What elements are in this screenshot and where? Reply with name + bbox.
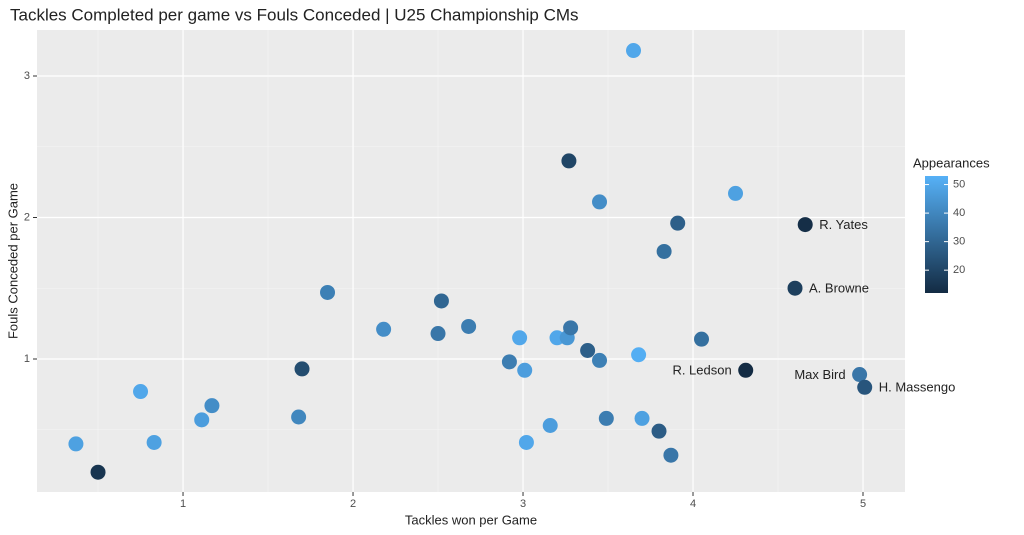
point: [68, 436, 84, 452]
point: [694, 331, 710, 347]
point: [598, 410, 614, 426]
point: [430, 326, 446, 342]
point-label: Max Bird: [794, 367, 845, 382]
point: [501, 354, 517, 370]
point: [852, 367, 868, 383]
point: [320, 284, 336, 300]
point: [857, 379, 873, 395]
x-tick-label: 5: [860, 498, 866, 510]
point: [90, 464, 106, 480]
point: [204, 398, 220, 414]
y-tick-label: 2: [24, 211, 30, 223]
colorbar-label: 40: [953, 207, 965, 219]
y-tick-label: 3: [24, 70, 30, 82]
point: [651, 423, 667, 439]
colorbar-label: 30: [953, 236, 965, 248]
point: [518, 434, 534, 450]
point: [517, 362, 533, 378]
colorbar-label: 20: [953, 264, 965, 276]
legend-title: Appearances: [913, 155, 990, 170]
x-tick-label: 3: [520, 498, 526, 510]
x-tick-label: 2: [350, 498, 356, 510]
point-label: A. Browne: [809, 281, 869, 296]
x-axis-label: Tackles won per Game: [405, 512, 537, 527]
point: [133, 384, 149, 400]
point: [670, 215, 686, 231]
point: [580, 342, 596, 358]
point: [542, 417, 558, 433]
point: [656, 243, 672, 259]
x-tick-label: 4: [690, 498, 696, 510]
x-tick-label: 1: [180, 498, 186, 510]
point: [461, 318, 477, 334]
point: [563, 320, 579, 336]
point: [626, 43, 642, 59]
point: [634, 410, 650, 426]
point: [433, 293, 449, 309]
point: [291, 409, 307, 425]
point: [631, 347, 647, 363]
y-tick-label: 1: [24, 353, 30, 365]
panel: [37, 30, 905, 492]
colorbar-label: 50: [953, 178, 965, 190]
point: [738, 362, 754, 378]
point-label: H. Massengo: [879, 380, 956, 395]
point-label: R. Yates: [819, 217, 868, 232]
point: [797, 217, 813, 233]
point: [592, 194, 608, 210]
y-axis-label: Fouls Conceded per Game: [5, 183, 20, 339]
point: [146, 434, 162, 450]
point: [787, 280, 803, 296]
point: [194, 412, 210, 428]
point: [728, 185, 744, 201]
chart-title: Tackles Completed per game vs Fouls Conc…: [10, 5, 579, 24]
point: [561, 153, 577, 169]
point: [592, 352, 608, 368]
point: [663, 447, 679, 463]
point: [376, 321, 392, 337]
point: [512, 330, 528, 346]
colorbar: [925, 176, 948, 293]
point-label: R. Ledson: [672, 363, 731, 378]
point: [294, 361, 310, 377]
